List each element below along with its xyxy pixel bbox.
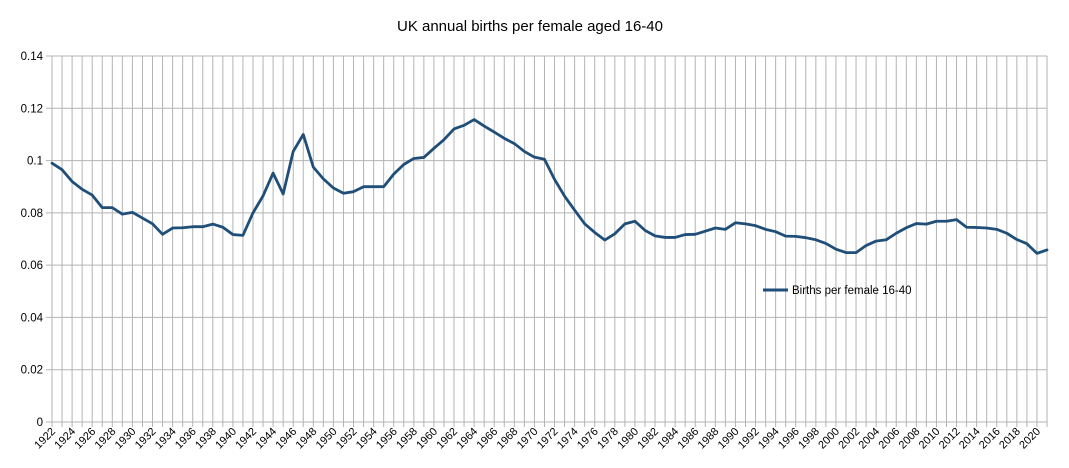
x-axis: 1922192419261928193019321934193619381940… xyxy=(32,422,1048,452)
x-tick-label: 1926 xyxy=(73,426,99,452)
x-tick-label: 1960 xyxy=(414,426,440,452)
y-tick-label: 0.06 xyxy=(21,260,43,272)
series-group xyxy=(50,118,1049,255)
x-tick-label: 2008 xyxy=(897,426,923,452)
x-tick-label: 1970 xyxy=(515,426,541,452)
x-tick-label: 1954 xyxy=(354,426,380,452)
y-tick-label: 0.02 xyxy=(21,365,43,377)
x-tick-label: 1988 xyxy=(696,426,722,452)
y-tick-label: 0.04 xyxy=(21,312,44,324)
x-tick-label: 2002 xyxy=(836,426,862,452)
x-tick-label: 2006 xyxy=(877,426,903,452)
x-tick-label: 1976 xyxy=(575,426,601,452)
chart-title: UK annual births per female aged 16-40 xyxy=(397,18,663,35)
y-tick-label: 0 xyxy=(37,417,43,429)
x-tick-label: 1982 xyxy=(635,426,661,452)
x-tick-label: 2012 xyxy=(937,426,963,452)
x-tick-label: 1986 xyxy=(676,426,702,452)
x-tick-label: 2010 xyxy=(917,426,943,452)
x-tick-label: 1996 xyxy=(776,426,802,452)
x-tick-label: 1936 xyxy=(173,426,199,452)
x-tick-label: 1992 xyxy=(736,426,762,452)
x-tick-label: 1972 xyxy=(535,426,561,452)
x-tick-label: 1998 xyxy=(796,426,822,452)
y-axis: 0 0.02 0.04 0.06 0.08 0.1 0.12 0.14 xyxy=(21,51,44,429)
x-tick-label: 1946 xyxy=(274,426,300,452)
x-tick-label: 2016 xyxy=(977,426,1003,452)
x-tick-label: 1948 xyxy=(294,426,320,452)
x-tick-label: 1950 xyxy=(314,426,340,452)
x-tick-label: 1966 xyxy=(475,426,501,452)
x-tick-label: 1952 xyxy=(334,426,360,452)
x-tick-label: 1940 xyxy=(213,426,239,452)
x-tick-label: 1974 xyxy=(555,426,581,452)
x-tick-label: 1990 xyxy=(716,426,742,452)
y-tick-label: 0.12 xyxy=(21,103,43,115)
x-tick-label: 1942 xyxy=(233,426,259,452)
x-tick-label: 1938 xyxy=(193,426,219,452)
y-tick-label: 0.14 xyxy=(21,51,44,63)
x-tick-label: 2000 xyxy=(816,426,842,452)
x-tick-label: 1994 xyxy=(756,426,782,452)
x-tick-label: 1930 xyxy=(113,426,139,452)
gridlines xyxy=(46,55,1048,423)
x-tick-label: 2018 xyxy=(997,426,1023,452)
x-tick-label: 1968 xyxy=(495,426,521,452)
x-tick-label: 1962 xyxy=(434,426,460,452)
x-tick-label: 1958 xyxy=(394,426,420,452)
series-line-births-per-female xyxy=(50,118,1049,255)
legend-label: Births per female 16-40 xyxy=(792,285,912,297)
x-tick-label: 1928 xyxy=(93,426,119,452)
x-tick-label: 1978 xyxy=(595,426,621,452)
y-tick-label: 0.08 xyxy=(21,208,43,220)
legend: Births per female 16-40 xyxy=(763,285,912,297)
y-tick-label: 0.1 xyxy=(27,156,43,168)
x-tick-label: 1984 xyxy=(655,426,681,452)
x-tick-label: 2004 xyxy=(856,426,882,452)
x-tick-label: 2020 xyxy=(1017,426,1043,452)
x-tick-label: 1922 xyxy=(32,426,58,452)
x-tick-label: 1956 xyxy=(374,426,400,452)
x-tick-label: 2014 xyxy=(957,426,983,452)
x-tick-label: 1924 xyxy=(52,426,78,452)
x-tick-label: 1934 xyxy=(153,426,179,452)
x-tick-label: 1964 xyxy=(454,426,480,452)
x-tick-label: 1932 xyxy=(133,426,159,452)
x-tick-label: 1944 xyxy=(253,426,279,452)
x-tick-label: 1980 xyxy=(615,426,641,452)
